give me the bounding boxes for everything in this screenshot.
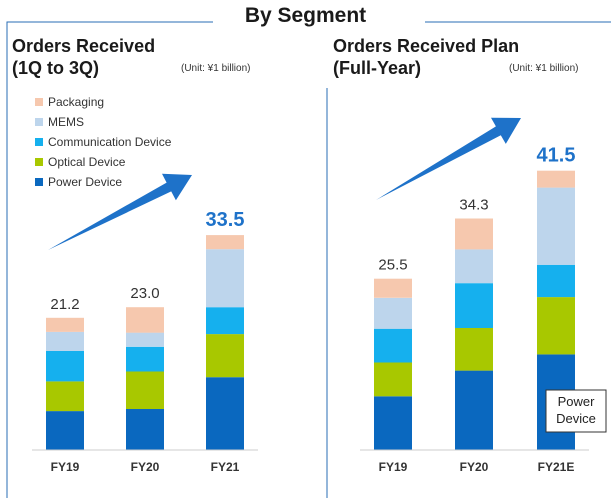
right-bar-fy20-optical-device (455, 328, 493, 371)
left-category-label: FY21 (211, 460, 240, 474)
frame-lines (6, 21, 611, 498)
right-growth-arrow (376, 117, 521, 200)
left-total-label: 23.0 (130, 285, 159, 302)
right-bar-fy21e-mems (537, 187, 575, 265)
legend-label-power-device: Power Device (48, 175, 122, 189)
right-panel-title-line1: Orders Received Plan (333, 36, 520, 56)
left-total-label: 21.2 (50, 296, 79, 313)
left-unit-label: (Unit: ¥1 billion) (181, 63, 251, 74)
right-bar-fy21e-optical-device (537, 297, 575, 355)
left-category-label: FY19 (51, 460, 80, 474)
right-bar-fy19-communication-device (374, 328, 412, 363)
growth-arrows (48, 117, 521, 250)
left-panel-title-line2: (1Q to 3Q) (12, 58, 100, 78)
right-bar-fy20-power-device (455, 370, 493, 450)
right-category-label: FY21E (538, 460, 575, 474)
left-frame-line (6, 21, 213, 498)
right-bar-fy19-optical-device (374, 362, 412, 397)
right-bar-fy19-power-device (374, 396, 412, 450)
legend-swatch-packaging (35, 98, 43, 106)
right-category-label: FY19 (379, 460, 408, 474)
left-bar-fy19-power-device (46, 411, 84, 450)
left-bar-fy21-communication-device (206, 307, 244, 335)
legend-label-communication-device: Communication Device (48, 135, 172, 149)
main-title: By Segment (244, 4, 367, 27)
left-growth-arrow (48, 173, 192, 250)
left-bar-fy20-optical-device (126, 371, 164, 409)
legend-label-optical-device: Optical Device (48, 155, 126, 169)
right-panel-title-line2: (Full-Year) (333, 58, 422, 78)
left-bar-fy20-communication-device (126, 346, 164, 372)
right-bar-fy21e-packaging (537, 170, 575, 188)
left-bar-fy21-packaging (206, 235, 244, 250)
left-category-label: FY20 (131, 460, 160, 474)
legend-swatch-power-device (35, 178, 43, 186)
right-category-label: FY20 (460, 460, 489, 474)
left-chart-bars (32, 235, 258, 451)
legend-swatch-mems (35, 118, 43, 126)
left-panel-title-line1: Orders Received (12, 36, 156, 56)
chart-labels: FY19 21.2 FY20 23.0 FY21 33.5 FY19 25.5 FY20 34.3… (50, 145, 607, 474)
legend-swatch-communication-device (35, 138, 43, 146)
power-device-callout-text: Device (556, 411, 596, 426)
right-unit-label: (Unit: ¥1 billion) (509, 63, 579, 74)
left-bar-fy19-mems (46, 331, 84, 351)
left-bar-fy20-packaging (126, 307, 164, 333)
right-bar-fy20-packaging (455, 218, 493, 250)
power-device-callout-text: Power (558, 394, 596, 409)
right-bar-fy19-mems (374, 297, 412, 329)
left-total-label: 33.5 (206, 209, 245, 231)
right-total-label: 25.5 (378, 257, 407, 274)
power-device-callout-box (545, 389, 607, 433)
left-bar-fy20-mems (126, 332, 164, 347)
right-total-label: 34.3 (459, 196, 488, 213)
right-bar-fy19-packaging (374, 278, 412, 298)
legend-label-mems: MEMS (48, 115, 84, 129)
left-bar-fy21-power-device (206, 377, 244, 450)
right-bar-fy20-communication-device (455, 283, 493, 328)
right-chart-bars (360, 170, 589, 451)
right-bar-fy21e-communication-device (537, 264, 575, 298)
right-bar-fy20-mems (455, 249, 493, 284)
right-total-label: 41.5 (537, 145, 576, 167)
legend-label-packaging: Packaging (48, 95, 104, 109)
left-bar-fy19-packaging (46, 317, 84, 332)
left-bar-fy19-optical-device (46, 381, 84, 412)
left-bar-fy20-power-device (126, 409, 164, 450)
left-bar-fy21-optical-device (206, 334, 244, 378)
legend-swatch-optical-device (35, 158, 43, 166)
left-bar-fy19-communication-device (46, 351, 84, 382)
legend: Packaging MEMS Communication Device Optical… (35, 95, 172, 189)
left-bar-fy21-mems (206, 249, 244, 308)
